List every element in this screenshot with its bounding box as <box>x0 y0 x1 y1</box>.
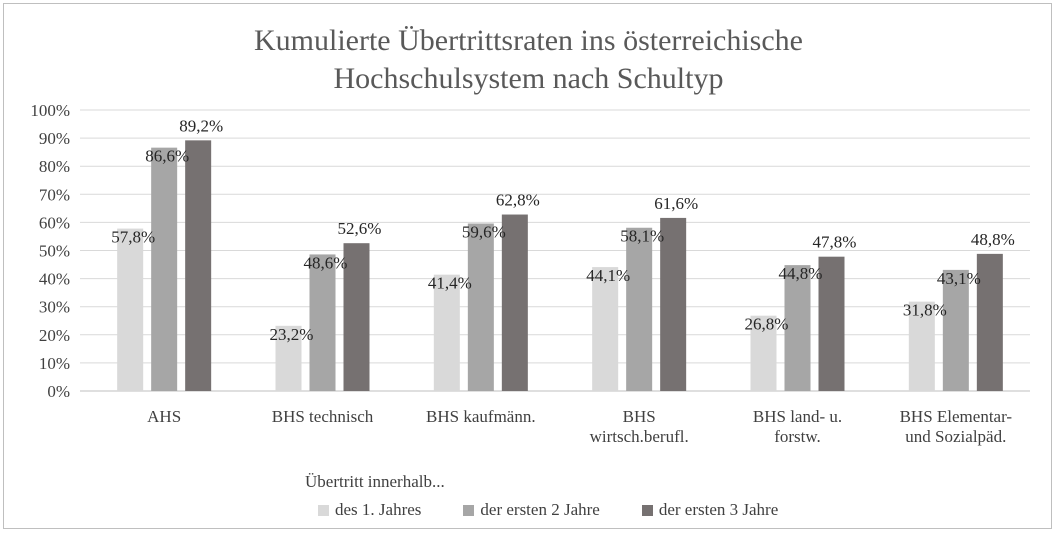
data-label: 31,8% <box>903 301 947 320</box>
y-tick-label: 30% <box>39 298 70 317</box>
bar <box>592 267 619 391</box>
legend-item: der ersten 2 Jahre <box>463 500 600 520</box>
data-label: 44,8% <box>779 264 823 283</box>
gridlines <box>80 109 1030 392</box>
bar <box>626 227 653 391</box>
x-tick-label: BHS land- u. <box>753 407 842 426</box>
x-tick-label: und Sozialpäd. <box>905 427 1006 446</box>
y-tick-label: 80% <box>39 157 70 176</box>
data-label: 52,6% <box>338 219 382 238</box>
bar <box>784 265 811 391</box>
bar <box>501 214 528 391</box>
data-label: 47,8% <box>813 233 857 252</box>
legend-swatch <box>318 504 329 516</box>
legend-swatch <box>463 504 475 516</box>
bar <box>433 274 460 391</box>
y-tick-label: 20% <box>39 326 70 345</box>
data-label: 43,1% <box>937 269 981 288</box>
x-axis: AHS BHS technisch BHS kaufmänn. BHSwirtsch.… <box>147 407 1012 446</box>
legend-label: des 1. Jahres <box>335 500 422 519</box>
bars <box>117 140 1003 391</box>
legend-swatch <box>641 504 653 516</box>
y-tick-label: 0% <box>47 382 70 401</box>
y-tick-label: 40% <box>39 270 70 289</box>
y-tick-label: 100% <box>30 101 70 120</box>
y-tick-label: 60% <box>39 213 70 232</box>
legend-item: der ersten 3 Jahre <box>641 500 779 520</box>
x-tick-label: BHS Elementar- <box>900 407 1013 426</box>
data-label: 62,8% <box>496 191 540 210</box>
bar <box>117 228 144 391</box>
data-label: 26,8% <box>745 315 789 334</box>
x-tick-label: wirtsch.berufl. <box>590 427 689 446</box>
data-label: 61,6% <box>654 194 698 213</box>
bar <box>275 325 302 391</box>
chart-title-line-2: Hochschulsystem nach Schultyp <box>333 62 724 95</box>
chart-title-line-1: Kumulierte Übertrittsraten ins österreic… <box>254 24 803 57</box>
legend-label: der ersten 3 Jahre <box>658 500 779 519</box>
y-tick-label: 10% <box>39 354 70 373</box>
legend: des 1. Jahres der ersten 2 Jahre der erste… <box>318 500 820 520</box>
bar <box>467 223 494 391</box>
legend-label: der ersten 2 Jahre <box>480 500 600 519</box>
bar <box>942 269 969 391</box>
bar <box>309 254 336 391</box>
data-label: 57,8% <box>111 228 155 247</box>
data-labels: 57,8% 86,6% 89,2% 23,2% 48,6% 52,6% 41,4% 59,6%… <box>111 116 1015 343</box>
bar <box>151 147 178 391</box>
data-label: 23,2% <box>270 325 314 344</box>
data-label: 41,4% <box>428 274 472 293</box>
x-tick-label: BHS technisch <box>272 407 374 426</box>
legend-title: Übertritt innerhalb... <box>305 472 445 491</box>
data-label: 59,6% <box>462 223 506 242</box>
x-tick-label: forstw. <box>774 427 821 446</box>
data-label: 48,8% <box>971 230 1015 249</box>
x-tick-label: BHS kaufmänn. <box>426 407 536 426</box>
data-label: 48,6% <box>304 253 348 272</box>
bar <box>976 253 1003 391</box>
y-tick-label: 90% <box>39 129 70 148</box>
x-tick-label: BHS <box>623 407 656 426</box>
y-axis: 0% 10% 20% 30% 40% 50% 60% 70% 80% 90% 100% <box>30 101 70 401</box>
y-tick-label: 70% <box>39 185 70 204</box>
data-label: 58,1% <box>620 227 664 246</box>
y-tick-label: 50% <box>39 242 70 261</box>
legend-item: des 1. Jahres <box>318 500 421 520</box>
bar <box>750 315 777 391</box>
bar <box>660 217 687 391</box>
bar <box>818 256 845 391</box>
chart-title: Kumulierte Übertrittsraten ins österreic… <box>0 22 1057 98</box>
bar <box>908 301 935 391</box>
data-label: 86,6% <box>145 147 189 166</box>
bar <box>185 140 212 391</box>
data-label: 89,2% <box>179 116 223 135</box>
bar <box>343 243 370 391</box>
x-tick-label: AHS <box>147 407 181 426</box>
data-label: 44,1% <box>586 266 630 285</box>
